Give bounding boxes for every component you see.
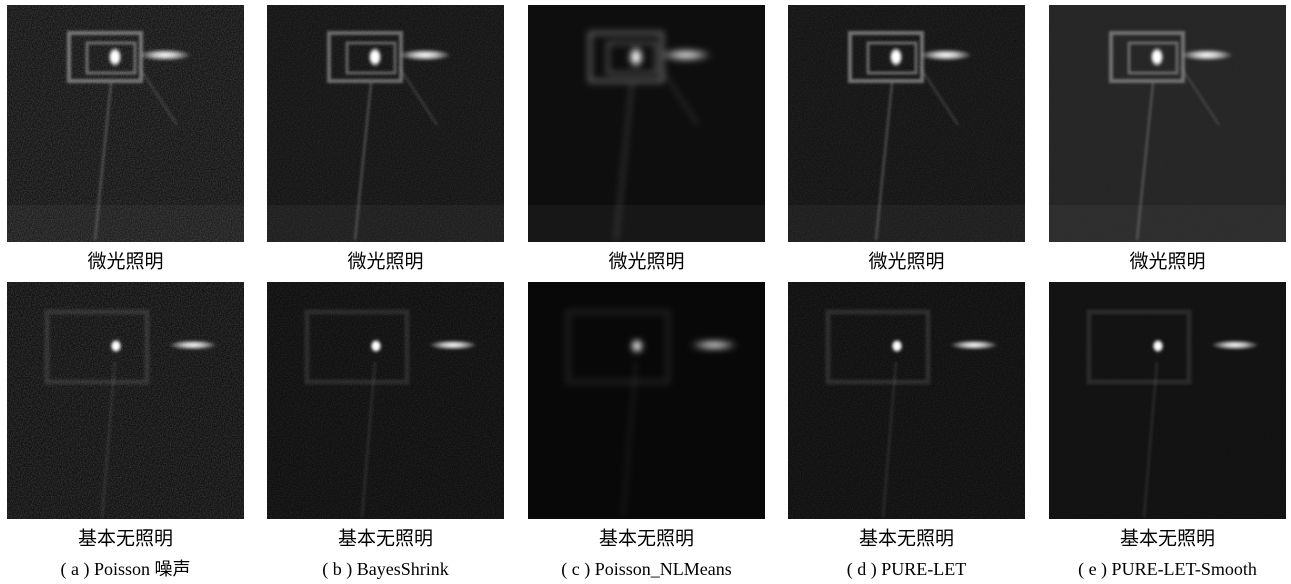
noise xyxy=(7,282,244,519)
light-streak xyxy=(660,49,712,61)
light xyxy=(1152,339,1164,353)
image xyxy=(1049,5,1286,242)
image-bg xyxy=(528,282,765,519)
noise xyxy=(788,282,1025,519)
image xyxy=(788,5,1025,242)
image xyxy=(7,5,244,242)
image-label: 微光照明 xyxy=(347,250,423,272)
image-label: 基本无照明 xyxy=(599,527,694,549)
image xyxy=(1049,282,1286,519)
noise xyxy=(7,5,244,242)
light-streak xyxy=(399,49,451,61)
image-content xyxy=(1049,282,1286,519)
image-label: 微光照明 xyxy=(1129,250,1205,272)
image-label: 微光照明 xyxy=(87,250,163,272)
image xyxy=(267,282,504,519)
light xyxy=(370,339,382,353)
image-content xyxy=(788,282,1025,519)
image-label: 基本无照明 xyxy=(859,527,954,549)
light xyxy=(889,47,903,67)
image-label: 基本无照明 xyxy=(338,527,433,549)
light-streak xyxy=(169,340,217,350)
image-label: 微光照明 xyxy=(608,250,684,272)
panel-caption: ( b ) BayesShrink xyxy=(322,559,448,580)
image-content xyxy=(267,5,504,242)
image xyxy=(7,282,244,519)
image xyxy=(267,5,504,242)
image xyxy=(528,5,765,242)
light-streak xyxy=(920,49,972,61)
image-content xyxy=(528,5,765,242)
light xyxy=(631,339,643,353)
image-content xyxy=(788,5,1025,242)
light xyxy=(629,47,643,67)
image-content xyxy=(528,282,765,519)
light xyxy=(368,47,382,67)
image-label: 微光照明 xyxy=(868,250,944,272)
image xyxy=(788,282,1025,519)
light xyxy=(110,339,122,353)
light-streak xyxy=(1211,340,1259,350)
light xyxy=(1150,47,1164,67)
panel-caption: ( e ) PURE-LET-Smooth xyxy=(1078,559,1257,580)
image-label: 基本无照明 xyxy=(1120,527,1215,549)
panel-caption: ( a ) Poisson 噪声 xyxy=(61,559,191,580)
noise xyxy=(267,5,504,242)
light-streak xyxy=(1181,49,1233,61)
image-content xyxy=(7,282,244,519)
light-streak xyxy=(139,49,191,61)
page: 微光照明基本无照明( a ) Poisson 噪声微光照明基本无照明( b ) … xyxy=(0,0,1291,584)
image-content xyxy=(7,5,244,242)
noise xyxy=(788,5,1025,242)
image-content xyxy=(267,282,504,519)
panel-caption: ( c ) Poisson_NLMeans xyxy=(561,559,731,580)
image-label: 基本无照明 xyxy=(78,527,173,549)
light xyxy=(891,339,903,353)
light-streak xyxy=(950,340,998,350)
noise xyxy=(267,282,504,519)
figure: 微光照明基本无照明( a ) Poisson 噪声微光照明基本无照明( b ) … xyxy=(0,0,1291,584)
image-content xyxy=(1049,5,1286,242)
panel-caption: ( d ) PURE-LET xyxy=(847,559,966,580)
floor xyxy=(528,205,765,242)
light-streak xyxy=(429,340,477,350)
light xyxy=(108,47,122,67)
noise xyxy=(1049,282,1286,519)
noise xyxy=(1049,5,1286,242)
light-streak xyxy=(690,340,738,350)
image xyxy=(528,282,765,519)
